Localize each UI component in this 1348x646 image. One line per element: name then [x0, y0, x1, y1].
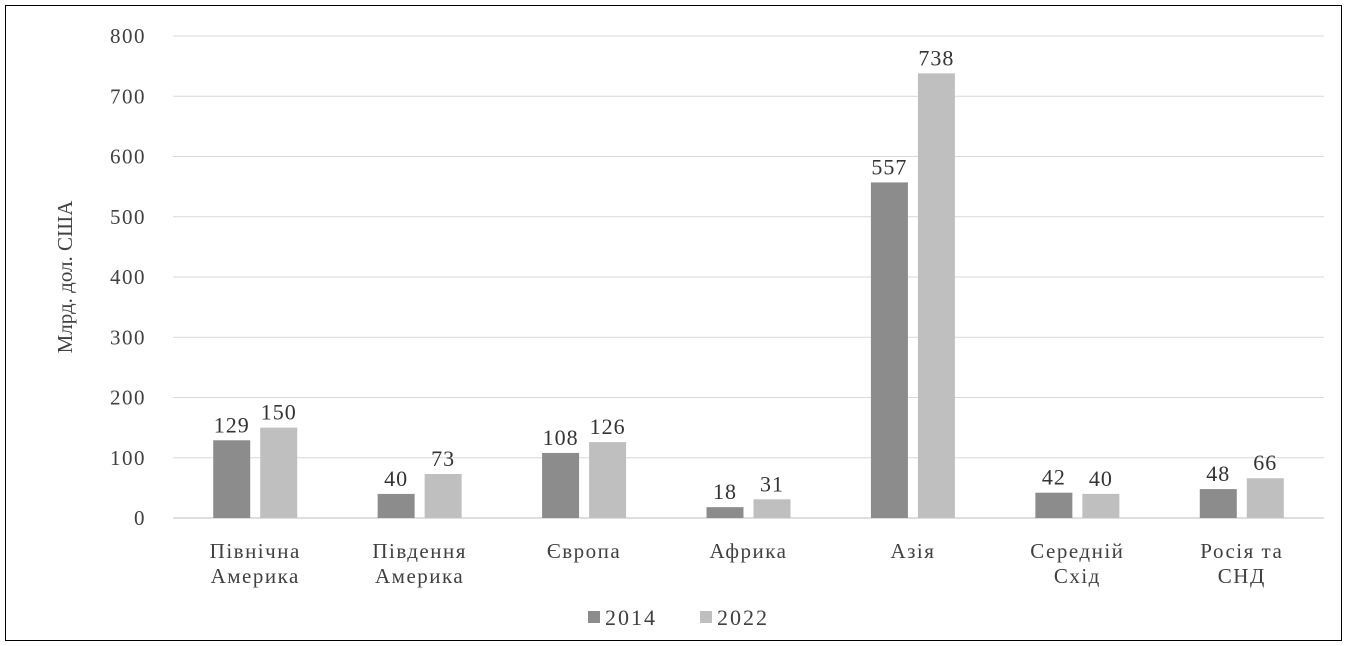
bar-2022 — [260, 427, 298, 518]
data-label: 18 — [713, 479, 737, 504]
y-tick-label: 0 — [134, 506, 146, 530]
y-tick-label: 100 — [110, 446, 146, 470]
gridlines — [173, 35, 1324, 519]
category-label: Азія — [890, 539, 935, 563]
bar-2022 — [1082, 493, 1120, 518]
chart-frame: 0 100 200 300 400 500 600 700 800 Млрд. дол. США… — [5, 5, 1342, 641]
bar-2014 — [870, 182, 908, 518]
data-label: 129 — [214, 412, 250, 437]
y-tick-label: 600 — [110, 145, 146, 169]
bar-2014 — [542, 452, 580, 518]
bars — [213, 73, 1284, 518]
data-label: 66 — [1253, 450, 1277, 475]
data-label: 40 — [1089, 466, 1113, 491]
category-label: Північна Америка — [210, 539, 301, 588]
category-label-line: Північна — [210, 539, 301, 563]
category-label: Південня Америка — [372, 539, 467, 588]
data-label: 40 — [384, 466, 408, 491]
bar-2014 — [706, 507, 744, 518]
category-label: Росія та СНД — [1200, 539, 1283, 588]
category-label: Африка — [710, 539, 788, 563]
category-label-line: Середній — [1030, 539, 1124, 563]
y-tick-label: 300 — [110, 325, 146, 349]
bar-chart: 0 100 200 300 400 500 600 700 800 Млрд. дол. США… — [53, 24, 1324, 630]
y-tick-label: 500 — [110, 205, 146, 229]
category-label-line: Африка — [710, 539, 788, 563]
category-label-line: Росія та — [1200, 539, 1283, 563]
data-label: 557 — [871, 154, 907, 179]
y-tick-label: 400 — [110, 265, 146, 289]
bar-2022 — [753, 499, 791, 518]
legend-label: 2014 — [605, 605, 657, 630]
category-label: Середній Схід — [1030, 539, 1124, 588]
category-label-line: Південня — [372, 539, 467, 563]
category-label-line: Америка — [211, 564, 300, 588]
y-tick-label: 200 — [110, 386, 146, 410]
data-label: 42 — [1042, 465, 1066, 490]
bar-2014 — [1199, 489, 1237, 518]
legend-swatch-2022 — [700, 611, 712, 623]
bar-2022 — [1246, 478, 1284, 518]
data-label: 126 — [590, 414, 626, 439]
legend: 2014 2022 — [588, 605, 769, 630]
category-label-line: Азія — [890, 539, 935, 563]
data-label: 738 — [918, 45, 954, 70]
data-label: 48 — [1206, 461, 1230, 486]
bar-2014 — [213, 440, 251, 518]
bar-2014 — [377, 493, 415, 518]
data-label: 150 — [261, 400, 297, 425]
data-labels: 129 150 40 73 108 126 18 31 557 738 42 40 48 66 — [214, 45, 1277, 504]
data-label: 73 — [431, 446, 455, 471]
category-label-line: СНД — [1218, 564, 1266, 588]
y-axis-title: Млрд. дол. США — [53, 200, 77, 354]
category-label-line: Америка — [375, 564, 464, 588]
y-tick-label: 700 — [110, 84, 146, 108]
legend-label: 2022 — [717, 605, 769, 630]
legend-swatch-2014 — [588, 611, 600, 623]
category-label-line: Європа — [547, 539, 621, 563]
data-label: 108 — [543, 425, 579, 450]
bar-2022 — [589, 442, 627, 518]
category-label-line: Схід — [1054, 564, 1101, 588]
y-axis-ticks: 0 100 200 300 400 500 600 700 800 — [110, 24, 146, 530]
category-label: Європа — [547, 539, 621, 563]
y-tick-label: 800 — [110, 24, 146, 48]
bar-2014 — [1035, 492, 1073, 518]
bar-2022 — [424, 474, 462, 518]
bar-2022 — [917, 73, 955, 518]
data-label: 31 — [760, 471, 784, 496]
